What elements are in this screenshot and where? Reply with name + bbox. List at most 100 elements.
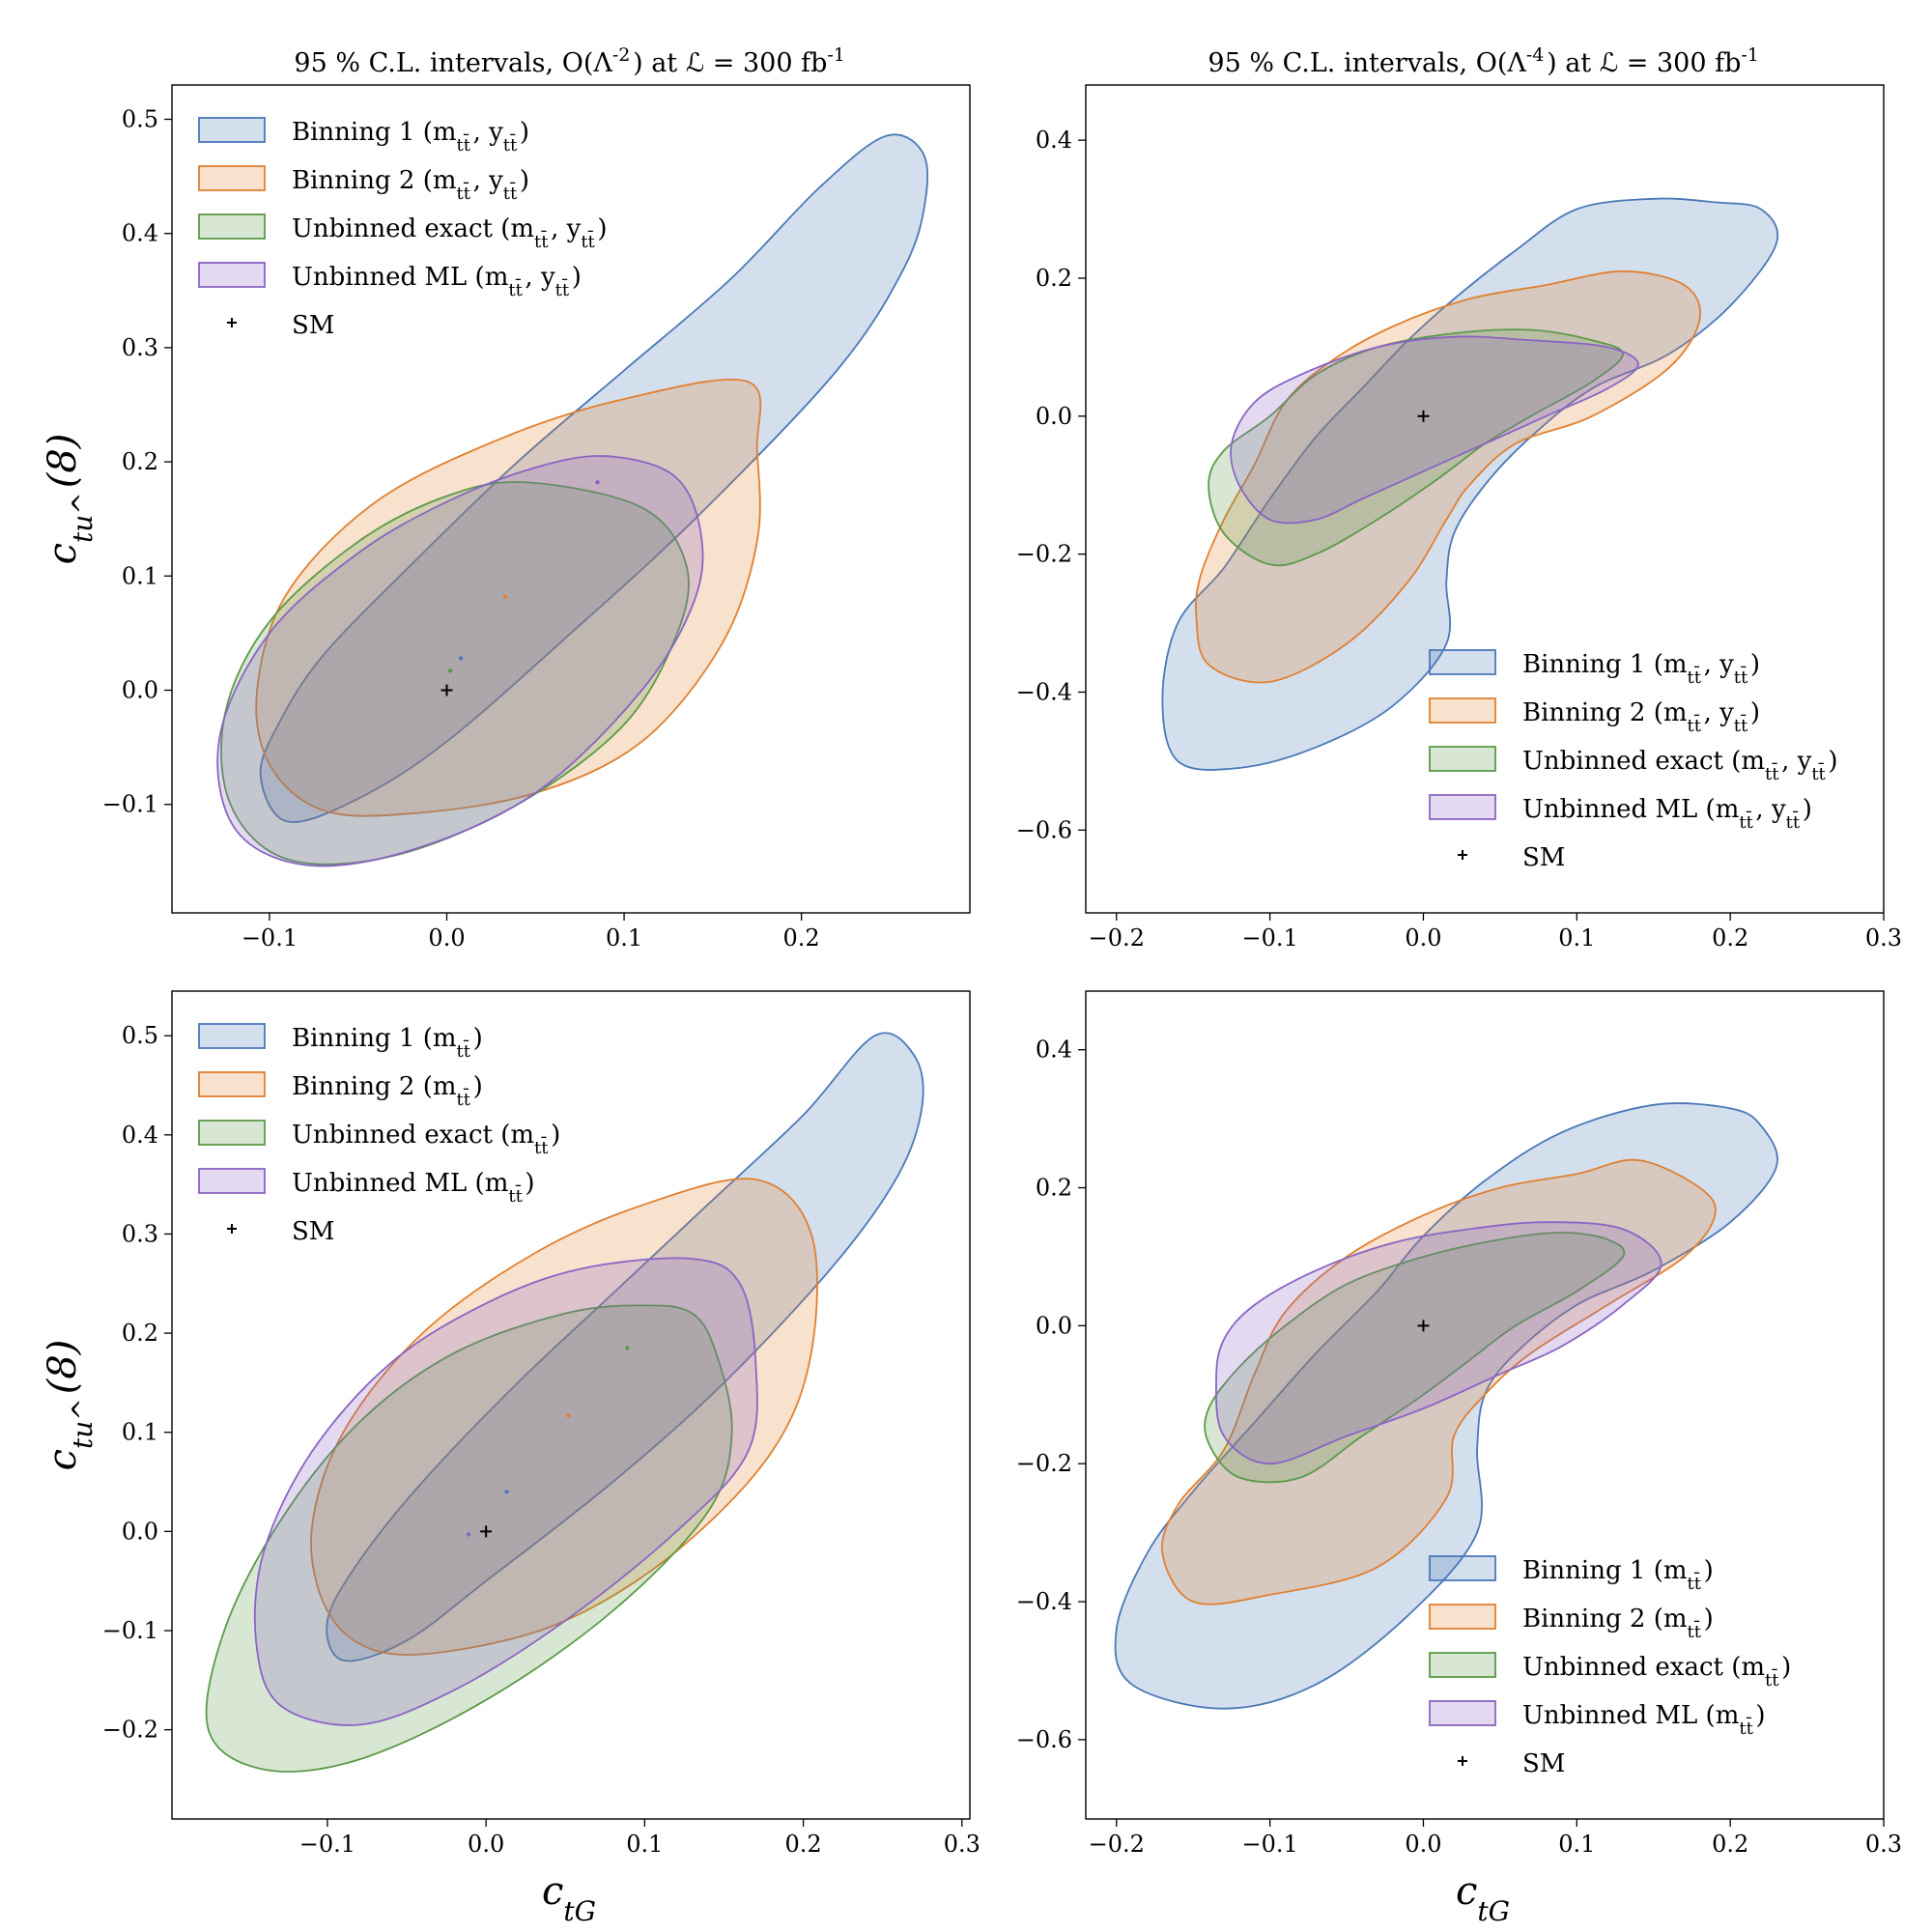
legend-item-sm: SM [227,311,334,340]
sm-point [1417,410,1430,422]
legend-label: Unbinned ML (mtt̄ , ytt̄ ) [1522,795,1812,833]
y-tick-label: 0.3 [122,1220,158,1247]
y-tick-label: 0.0 [1036,1312,1072,1339]
legend-label: Binning 2 (mtt̄ ) [1522,1605,1714,1642]
x-tick-label: 0.3 [1865,924,1902,952]
legend-label: Binning 1 (mtt̄ , ytt̄ ) [292,118,529,156]
legend-label: Unbinned exact (mtt̄ , ytt̄ ) [1522,747,1838,784]
x-tick-label: 0.2 [1712,924,1748,952]
legend-item-sm: SM [227,1217,334,1246]
legend-item-unbinned_exact: Unbinned exact (mtt̄ , ytt̄ ) [1429,746,1838,784]
y-tick-label: −0.1 [102,1617,158,1644]
legend-label: Unbinned exact (mtt̄ ) [292,1121,560,1158]
legend-label: Unbinned ML (mtt̄ ) [292,1169,535,1207]
legend-item-binning1: Binning 1 (mtt̄ , ytt̄ ) [1429,649,1760,688]
chart-panel-br: −0.2 −0.1 0.0 0.1 0.2 0.3 −0.6 −0.4 −0.2 0.0 0.2 0.… [1016,990,1902,1927]
x-tick-label: 0.3 [944,1831,980,1858]
region-binning2 [255,378,762,817]
legend-label: SM [292,311,334,340]
y-tick-label: 0.2 [1036,265,1072,292]
y-axis-label: ctu^ (8) [41,1340,99,1471]
y-tick-label: −0.6 [1016,816,1072,843]
y-tick-label: 0.1 [122,1419,158,1446]
x-axis-label: ctG [1456,1869,1514,1927]
region-binning2 [1194,270,1701,684]
legend-label: Binning 2 (mtt̄ , ytt̄ ) [1522,698,1760,736]
region-binning2 [1161,1158,1717,1605]
legend-label: Binning 1 (mtt̄ ) [1522,1556,1714,1594]
plot-frame [1085,84,1885,914]
legend-label: SM [1522,843,1565,872]
x-tick-label: −0.1 [1241,1831,1297,1858]
x-tick-label: −0.2 [1089,924,1145,952]
legend-item-binning2: Binning 2 (mtt̄ ) [198,1071,483,1110]
plot-frame [171,84,971,914]
legend-item-binning2: Binning 2 (mtt̄ , ytt̄ ) [198,165,529,204]
region-binning1 [1114,1102,1778,1710]
legend-item-unbinned_ml: Unbinned ML (mtt̄ , ytt̄ ) [1429,794,1812,833]
x-tick-label: 0.2 [784,1831,821,1858]
y-tick-label: 0.4 [122,1122,158,1149]
y-tick-label: 0.3 [122,334,158,361]
marker-binning1 [504,1490,509,1494]
legend-item-unbinned_exact: Unbinned exact (mtt̄ ) [1429,1652,1791,1690]
chart-panel-bl: −0.1 0.0 0.1 0.2 0.3 −0.2 −0.1 0.0 0.1 0.2 0.3 0.4 0… [41,990,980,1927]
region-binning1 [326,1032,924,1662]
x-tick-label: 0.2 [1712,1831,1748,1858]
legend-item-binning1: Binning 1 (mtt̄ ) [198,1023,483,1062]
legend-label: Unbinned exact (mtt̄ ) [1522,1653,1791,1690]
marker-unbinned_ml [595,480,600,485]
legend-item-unbinned_ml: Unbinned ML (mtt̄ ) [198,1168,535,1207]
legend-label: Binning 1 (mtt̄ , ytt̄ ) [1522,650,1760,688]
y-tick-label: 0.5 [122,1022,158,1049]
legend-label: Unbinned ML (mtt̄ , ytt̄ ) [292,263,582,300]
x-tick-label: 0.0 [468,1831,504,1858]
x-tick-label: 0.1 [1558,1831,1595,1858]
x-tick-label: −0.1 [1241,924,1297,952]
y-tick-label: 0.2 [122,448,158,475]
x-tick-label: 0.1 [626,1831,663,1858]
x-tick-label: 0.0 [1405,1831,1441,1858]
y-tick-label: −0.2 [1016,541,1072,568]
region-unbinned_ml [1215,1221,1662,1465]
marker-unbinned_exact [447,668,453,673]
legend-item-unbinned_ml: Unbinned ML (mtt̄ ) [1429,1700,1766,1739]
legend-label: Binning 2 (mtt̄ ) [292,1072,483,1110]
x-tick-label: 0.2 [783,924,820,952]
legend-item-unbinned_exact: Unbinned exact (mtt̄ ) [198,1120,560,1158]
legend-label: Binning 1 (mtt̄ ) [292,1024,483,1062]
y-tick-label: 0.1 [122,562,158,589]
sm-point [1417,1320,1430,1332]
x-tick-label: 0.0 [428,924,465,952]
x-tick-label: 0.3 [1865,1831,1902,1858]
y-tick-label: 0.4 [1036,1037,1072,1064]
x-tick-label: 0.1 [606,924,642,952]
marker-unbinned_ml [466,1532,471,1537]
legend: Binning 1 (mtt̄ , ytt̄ ) Binning 2 (mtt̄ … [1429,649,1838,872]
y-tick-label: −0.1 [102,791,158,818]
y-tick-label: 0.0 [1036,403,1072,430]
legend-item-binning1: Binning 1 (mtt̄ ) [1429,1555,1714,1594]
legend-item-sm: SM [1458,1749,1565,1778]
legend-item-binning2: Binning 2 (mtt̄ ) [1429,1604,1714,1642]
x-axis-label: ctG [542,1869,600,1927]
x-tick-label: −0.1 [299,1831,355,1858]
y-tick-label: 0.0 [122,676,158,703]
marker-binning2 [566,1413,571,1418]
legend: Binning 1 (mtt̄ ) Binning 2 (mtt̄ ) Unbinn… [1429,1555,1791,1778]
legend-label: Unbinned exact (mtt̄ , ytt̄ ) [292,214,608,252]
y-tick-label: 0.5 [122,105,158,132]
sm-point [480,1525,493,1538]
plot-frame [171,990,971,1820]
legend-item-unbinned_ml: Unbinned ML (mtt̄ , ytt̄ ) [198,262,582,300]
legend: Binning 1 (mtt̄ ) Binning 2 (mtt̄ ) Unbinn… [198,1023,560,1246]
legend-label: SM [1522,1749,1565,1778]
x-tick-label: −0.2 [1089,1831,1145,1858]
region-unbinned_exact [1204,1232,1626,1484]
y-tick-label: −0.2 [102,1717,158,1744]
y-tick-label: 0.4 [122,220,158,247]
marker-binning2 [502,594,508,599]
y-axis-label: ctu^ (8) [41,434,99,565]
legend-item-unbinned_exact: Unbinned exact (mtt̄ , ytt̄ ) [198,213,608,252]
